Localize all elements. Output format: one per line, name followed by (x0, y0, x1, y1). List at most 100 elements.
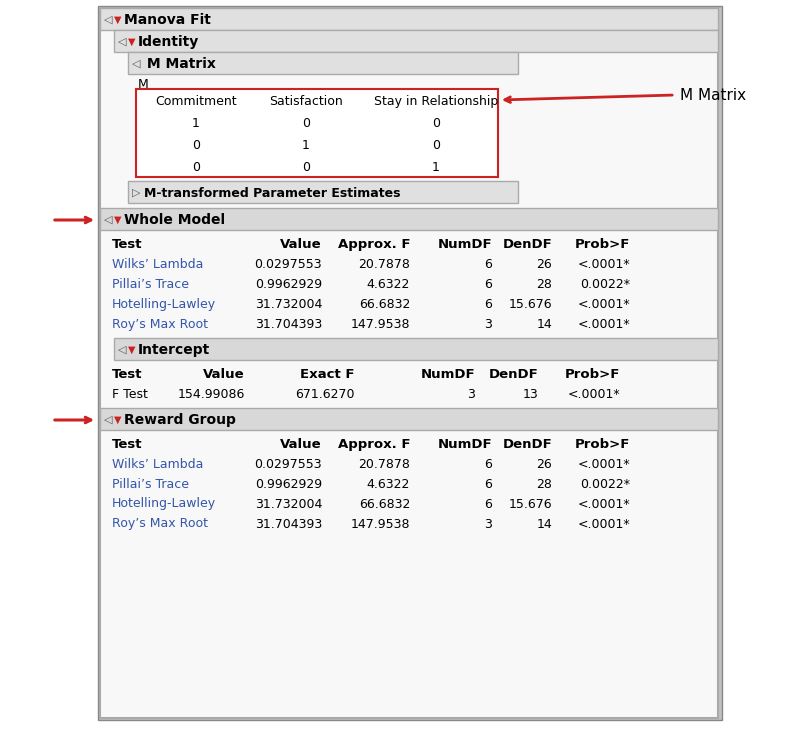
Text: <.0001*: <.0001* (577, 497, 630, 510)
Text: <.0001*: <.0001* (577, 318, 630, 330)
Text: 0: 0 (432, 139, 440, 152)
Text: M Matrix: M Matrix (142, 57, 216, 71)
Bar (98, 6, 722, 720)
Text: Wilks’ Lambda: Wilks’ Lambda (112, 257, 204, 270)
Text: 28: 28 (536, 278, 552, 290)
Text: NumDF: NumDF (437, 238, 492, 251)
Text: Pillai’s Trace: Pillai’s Trace (112, 477, 189, 491)
Text: 31.732004: 31.732004 (255, 297, 322, 311)
Bar (128, 181, 518, 203)
Text: 28: 28 (536, 477, 552, 491)
Text: Intercept: Intercept (138, 343, 210, 357)
Text: 0: 0 (192, 160, 200, 174)
Text: ▼: ▼ (114, 415, 122, 425)
Text: Prob>F: Prob>F (564, 367, 620, 381)
Bar (100, 408, 718, 430)
Text: 0.0297553: 0.0297553 (255, 458, 322, 470)
Bar (100, 8, 718, 30)
Text: F Test: F Test (112, 388, 148, 400)
Text: ◁: ◁ (118, 37, 127, 47)
Text: 1: 1 (192, 117, 200, 130)
Text: 31.732004: 31.732004 (255, 497, 322, 510)
Text: 31.704393: 31.704393 (255, 318, 322, 330)
Text: Reward Group: Reward Group (124, 413, 236, 427)
Text: 0.9962929: 0.9962929 (255, 278, 322, 290)
Text: Pillai’s Trace: Pillai’s Trace (112, 278, 189, 290)
Text: 14: 14 (536, 518, 552, 531)
Text: 0: 0 (432, 117, 440, 130)
Text: M: M (138, 77, 148, 90)
Text: 0.9962929: 0.9962929 (255, 477, 322, 491)
Text: Prob>F: Prob>F (575, 238, 630, 251)
Text: 15.676: 15.676 (508, 497, 552, 510)
Text: 0: 0 (302, 117, 310, 130)
Text: Exact F: Exact F (301, 367, 355, 381)
Text: M Matrix: M Matrix (680, 87, 746, 103)
Text: 0: 0 (302, 160, 310, 174)
Text: 0: 0 (192, 139, 200, 152)
Text: 671.6270: 671.6270 (295, 388, 355, 400)
Text: ▷: ▷ (132, 188, 140, 198)
Text: 6: 6 (484, 278, 492, 290)
Text: DenDF: DenDF (502, 238, 552, 251)
Text: Value: Value (204, 367, 245, 381)
Text: Manova Fit: Manova Fit (124, 13, 211, 27)
Text: Approx. F: Approx. F (337, 437, 410, 451)
Text: 6: 6 (484, 257, 492, 270)
Text: Roy’s Max Root: Roy’s Max Root (112, 318, 208, 330)
Bar (114, 30, 718, 52)
Text: 26: 26 (536, 458, 552, 470)
Text: 14: 14 (536, 318, 552, 330)
Text: Satisfaction: Satisfaction (269, 95, 343, 107)
Text: <.0001*: <.0001* (568, 388, 620, 400)
Bar (100, 208, 718, 230)
Text: 26: 26 (536, 257, 552, 270)
Text: Roy’s Max Root: Roy’s Max Root (112, 518, 208, 531)
Text: 0.0022*: 0.0022* (580, 278, 630, 290)
Text: ▼: ▼ (128, 345, 135, 355)
Text: 66.6832: 66.6832 (358, 497, 410, 510)
Text: 1: 1 (302, 139, 310, 152)
Text: 13: 13 (522, 388, 538, 400)
Text: 6: 6 (484, 297, 492, 311)
Text: Value: Value (281, 238, 322, 251)
Text: ▼: ▼ (114, 15, 122, 25)
Text: Value: Value (281, 437, 322, 451)
Text: Hotelling-Lawley: Hotelling-Lawley (112, 497, 216, 510)
Text: Hotelling-Lawley: Hotelling-Lawley (112, 297, 216, 311)
Text: ▼: ▼ (114, 215, 122, 225)
Text: Prob>F: Prob>F (575, 437, 630, 451)
Bar (136, 89, 498, 177)
Text: 154.99086: 154.99086 (178, 388, 245, 400)
Bar (128, 52, 518, 74)
Text: ◁: ◁ (132, 59, 140, 69)
Text: NumDF: NumDF (437, 437, 492, 451)
Text: Approx. F: Approx. F (337, 238, 410, 251)
Text: ◁: ◁ (104, 15, 113, 25)
Text: ▼: ▼ (128, 37, 135, 47)
Text: Stay in Relationship: Stay in Relationship (374, 95, 498, 107)
Text: 4.6322: 4.6322 (367, 278, 410, 290)
Text: <.0001*: <.0001* (577, 297, 630, 311)
Text: 15.676: 15.676 (508, 297, 552, 311)
Bar (100, 8, 718, 718)
Text: 3: 3 (467, 388, 475, 400)
Text: Test: Test (112, 367, 143, 381)
Text: 3: 3 (484, 318, 492, 330)
Bar (114, 338, 718, 360)
Text: Wilks’ Lambda: Wilks’ Lambda (112, 458, 204, 470)
Text: 0.0022*: 0.0022* (580, 477, 630, 491)
Text: M-transformed Parameter Estimates: M-transformed Parameter Estimates (144, 187, 401, 200)
Text: <.0001*: <.0001* (577, 518, 630, 531)
Text: Test: Test (112, 437, 143, 451)
Text: 3: 3 (484, 518, 492, 531)
Text: Test: Test (112, 238, 143, 251)
Text: 4.6322: 4.6322 (367, 477, 410, 491)
Text: ◁: ◁ (118, 345, 127, 355)
Text: 6: 6 (484, 477, 492, 491)
Text: Whole Model: Whole Model (124, 213, 225, 227)
Text: 1: 1 (432, 160, 440, 174)
Text: 6: 6 (484, 497, 492, 510)
Text: 20.7878: 20.7878 (358, 257, 410, 270)
Text: 31.704393: 31.704393 (255, 518, 322, 531)
